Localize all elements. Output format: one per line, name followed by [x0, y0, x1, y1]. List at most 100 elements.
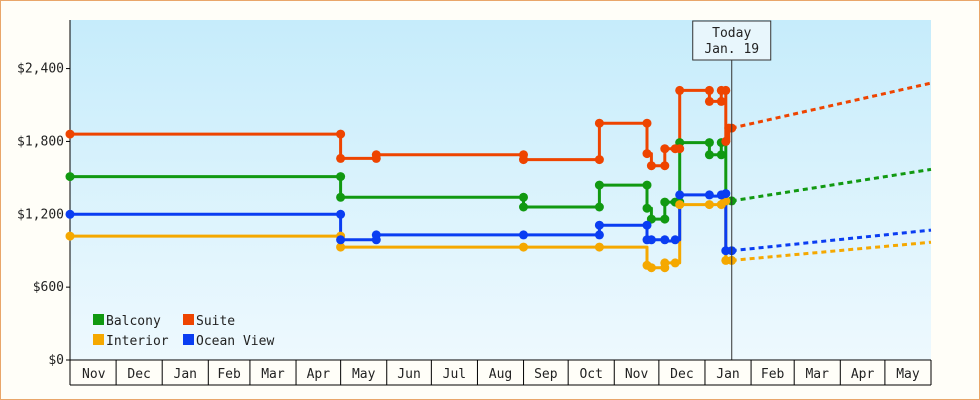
legend-swatch: [93, 314, 104, 325]
data-point: [670, 235, 680, 245]
x-month-label: Feb: [217, 367, 241, 382]
data-point: [642, 149, 652, 159]
today-date: Jan. 19: [704, 42, 759, 57]
series-projection-line: [731, 240, 932, 262]
data-point: [660, 214, 670, 224]
data-point: [670, 258, 680, 268]
data-point: [704, 85, 714, 95]
x-month-label: Feb: [761, 367, 785, 382]
y-tick-label: $0: [48, 353, 64, 368]
data-point: [336, 235, 346, 245]
data-point: [675, 200, 685, 210]
plot-area-background: [70, 20, 931, 360]
data-point: [594, 155, 604, 165]
x-month-label: Jul: [443, 367, 466, 382]
data-point: [65, 231, 75, 241]
data-point: [704, 190, 714, 200]
data-point: [642, 118, 652, 128]
x-month-label: Aug: [489, 367, 512, 382]
data-point: [660, 235, 670, 245]
legend-label: Balcony: [106, 314, 161, 329]
x-month-label: Nov: [82, 367, 106, 382]
data-point: [642, 203, 652, 213]
data-point: [716, 150, 726, 160]
data-point: [65, 172, 75, 182]
data-point: [721, 136, 731, 146]
y-tick-label: $600: [33, 280, 64, 295]
x-month-label: Sep: [534, 367, 558, 382]
legend-label: Ocean View: [196, 334, 274, 349]
series-markers: [65, 85, 737, 273]
legend-swatch: [183, 314, 194, 325]
y-axis: $0 $600 $1,200 $1,800 $2,400: [17, 20, 71, 385]
legend-swatch: [183, 334, 194, 345]
data-point: [721, 189, 731, 199]
data-point: [594, 118, 604, 128]
x-month-label: Apr: [307, 367, 331, 382]
data-point: [642, 180, 652, 190]
today-box: [692, 20, 772, 61]
data-point: [371, 150, 381, 160]
data-point: [371, 230, 381, 240]
x-month-label: Mar: [805, 367, 829, 382]
data-point: [519, 192, 528, 202]
data-point: [519, 230, 528, 240]
data-point: [675, 144, 685, 154]
series-projection-line: [731, 228, 932, 253]
data-point: [336, 129, 346, 139]
x-month-label: May: [352, 367, 376, 382]
data-point: [519, 242, 528, 252]
data-point: [675, 85, 685, 95]
data-point: [594, 180, 604, 190]
data-point: [336, 172, 346, 182]
legend-swatch: [93, 334, 104, 345]
data-point: [646, 235, 656, 245]
data-point: [660, 258, 670, 268]
data-point: [646, 263, 656, 273]
data-point: [594, 202, 604, 212]
x-month-label: Jun: [397, 367, 420, 382]
x-axis: Nov Dec Jan Feb Mar Apr May Jun Jul Aug Sep Oct Nov D…: [70, 359, 932, 386]
data-point: [519, 155, 528, 165]
x-month-label: Apr: [851, 367, 875, 382]
series-projection-line: [731, 81, 932, 130]
data-point: [336, 209, 346, 219]
data-point: [704, 150, 714, 160]
data-point: [594, 220, 604, 230]
x-month-label: May: [896, 367, 920, 382]
data-point: [704, 138, 714, 148]
data-point: [594, 230, 604, 240]
today-label: Today: [712, 26, 751, 41]
data-point: [660, 197, 670, 207]
y-tick-label: $1,200: [17, 207, 64, 222]
x-month-label: Jan: [174, 367, 197, 382]
x-month-label: Dec: [670, 367, 693, 382]
x-month-label: Nov: [625, 367, 649, 382]
data-point: [660, 161, 670, 171]
legend-label: Suite: [196, 314, 235, 329]
data-point: [642, 220, 652, 230]
x-month-label: Jan: [716, 367, 739, 382]
data-point: [675, 190, 685, 200]
data-point: [65, 129, 75, 139]
data-point: [336, 153, 346, 163]
legend: Balcony Suite Interior Ocean View: [93, 314, 274, 349]
y-tick-label: $2,400: [17, 62, 64, 77]
data-point: [721, 85, 731, 95]
data-point: [716, 96, 726, 106]
data-point: [519, 202, 528, 212]
data-point: [646, 161, 656, 171]
y-tick-label: $1,800: [17, 134, 64, 149]
x-month-label: Mar: [261, 367, 285, 382]
legend-label: Interior: [106, 334, 169, 349]
data-point: [660, 144, 670, 154]
data-point: [65, 209, 75, 219]
series-projection-line: [731, 167, 932, 203]
x-month-label: Oct: [579, 367, 602, 382]
data-point: [594, 242, 604, 252]
data-point: [336, 242, 346, 252]
data-point: [704, 200, 714, 210]
data-point: [336, 192, 346, 202]
